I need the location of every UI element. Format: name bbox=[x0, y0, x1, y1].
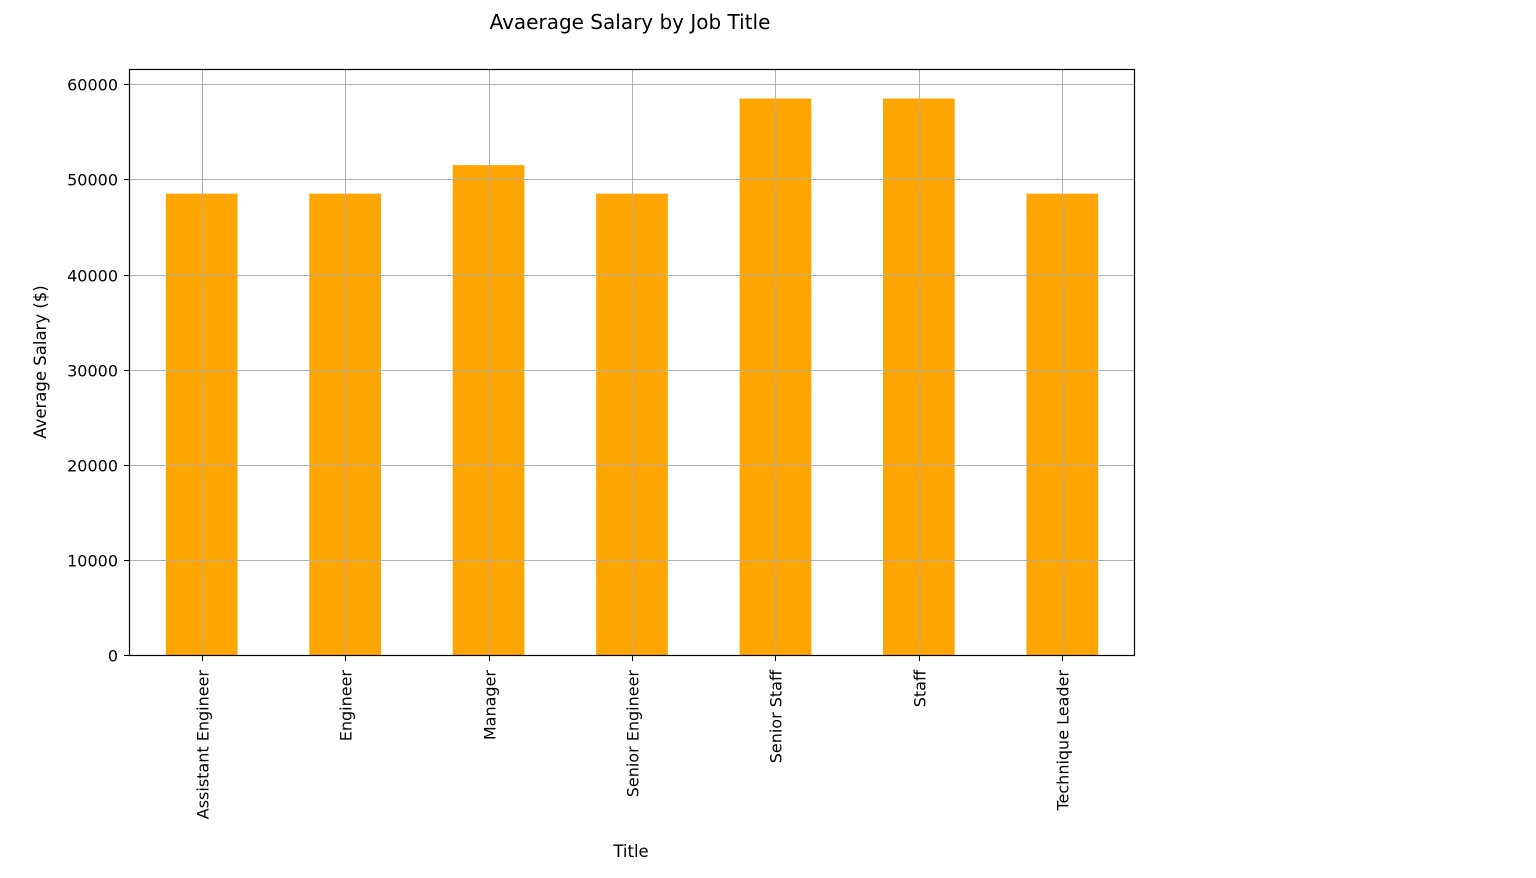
y-tick-label: 0 bbox=[108, 647, 118, 666]
y-axis-ticks: 0 10000 20000 30000 40000 50000 60000 bbox=[67, 76, 130, 666]
x-tick-label: Staff bbox=[911, 669, 930, 707]
chart-title: Avaerage Salary by Job Title bbox=[490, 10, 771, 34]
x-tick-label: Assistant Engineer bbox=[194, 670, 213, 820]
y-tick-label: 30000 bbox=[67, 362, 118, 381]
x-tick-label: Technique Leader bbox=[1054, 670, 1073, 812]
bar-manager bbox=[452, 165, 525, 655]
x-tick-label: Senior Engineer bbox=[624, 670, 643, 798]
x-axis-label: Title bbox=[612, 842, 648, 861]
x-tick-label: Engineer bbox=[337, 670, 356, 742]
x-tick-label: Senior Staff bbox=[767, 669, 786, 763]
y-tick-label: 60000 bbox=[67, 76, 118, 95]
bar-staff bbox=[883, 98, 955, 656]
y-tick-label: 20000 bbox=[67, 457, 118, 476]
y-axis-label: Average Salary ($) bbox=[31, 285, 50, 438]
grid-lines-overlay bbox=[130, 70, 1134, 656]
y-tick-label: 50000 bbox=[67, 171, 118, 190]
x-tick-label: Manager bbox=[481, 670, 500, 741]
y-tick-label: 10000 bbox=[67, 552, 118, 571]
bar-assistant-engineer bbox=[165, 193, 238, 655]
x-axis-ticks: Assistant Engineer Engineer Manager Senior … bbox=[194, 655, 1073, 819]
y-tick-label: 40000 bbox=[67, 267, 118, 286]
